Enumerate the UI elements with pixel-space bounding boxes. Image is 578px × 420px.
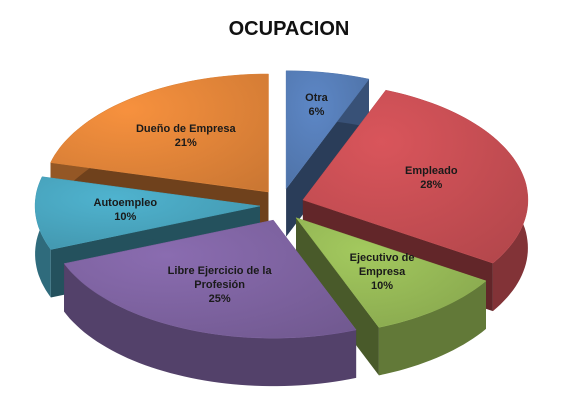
value-label: 10%	[371, 280, 394, 293]
slice-label: Libre Ejercicio de la Profesión 25%	[165, 264, 275, 306]
pie-slice	[50, 73, 269, 193]
category-label: Empleado	[405, 165, 458, 178]
slice-rim	[64, 263, 357, 387]
slice-label: Dueño de Empresa 21%	[131, 122, 241, 150]
slice-label: Ejecutivo de Empresa 10%	[327, 251, 437, 293]
slice-label: Empleado 28%	[376, 164, 486, 192]
value-label: 28%	[420, 179, 443, 192]
pie-slice	[63, 219, 357, 339]
pie-slice	[285, 70, 370, 190]
pie-slice	[34, 176, 261, 250]
value-label: 10%	[114, 211, 137, 224]
chart-title: OCUPACION	[228, 18, 350, 40]
value-label: 6%	[308, 106, 325, 119]
slice-label: Autoempleo 10%	[70, 196, 180, 224]
category-label: Dueño de Empresa	[135, 123, 236, 136]
category-label: Libre Ejercicio de la Profesión	[167, 265, 272, 292]
slice-label: Otra 6%	[286, 91, 346, 119]
pie-slice	[295, 217, 487, 328]
category-label: Autoempleo	[93, 197, 158, 210]
slice-rim	[378, 280, 486, 376]
slice-tops	[34, 70, 529, 339]
value-label: 25%	[208, 293, 231, 306]
category-label: Otra	[305, 92, 328, 105]
category-label: Ejecutivo de Empresa	[349, 252, 415, 279]
pie-slice	[302, 89, 529, 264]
slice-wall	[296, 217, 379, 376]
value-label: 21%	[174, 137, 197, 150]
